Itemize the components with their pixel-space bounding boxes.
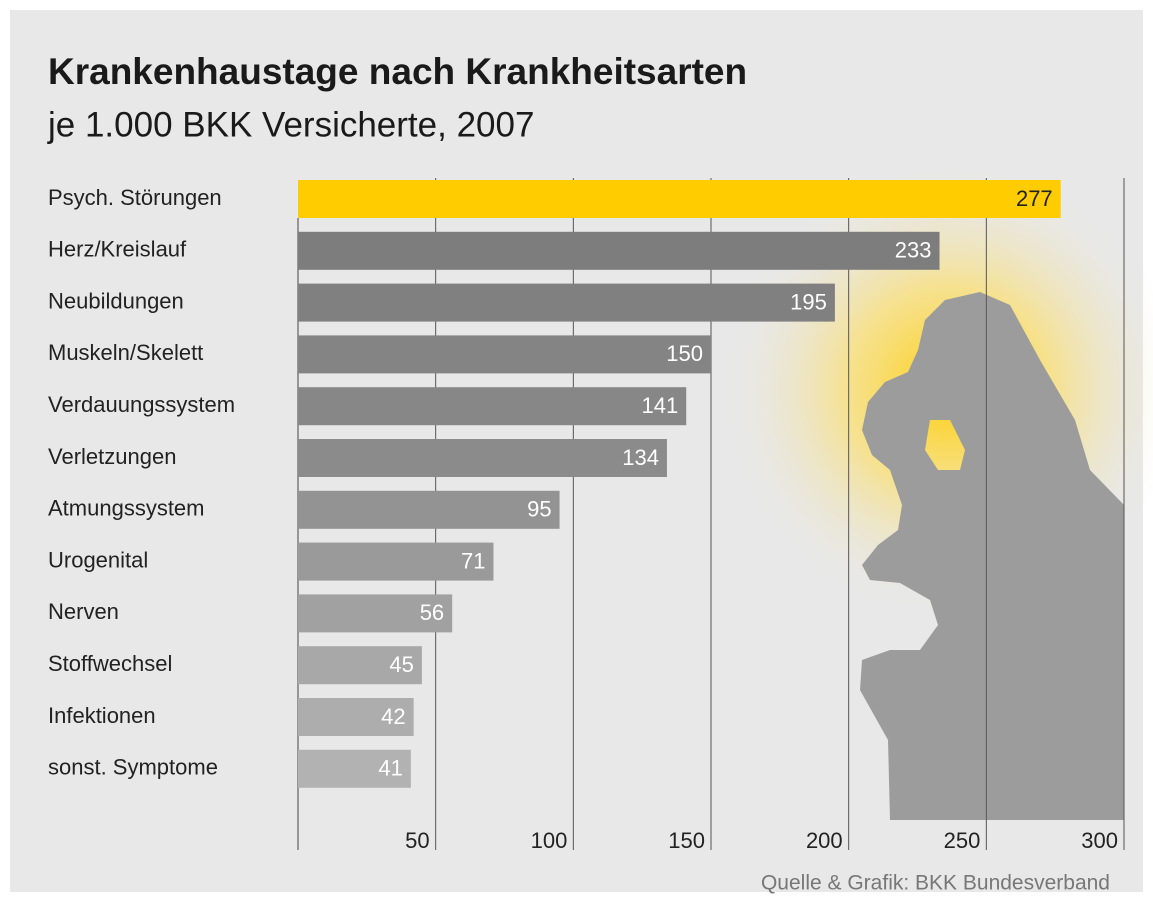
value-label: 277 — [1016, 186, 1053, 211]
value-label: 45 — [389, 652, 413, 677]
page: Krankenhaustage nach Krankheitsarten je … — [0, 0, 1153, 899]
y-tick-label: Nerven — [48, 599, 119, 624]
value-label: 150 — [666, 341, 703, 366]
y-tick-label: Neubildungen — [48, 288, 184, 313]
value-label: 141 — [642, 393, 679, 418]
x-tick-label: 150 — [668, 828, 705, 853]
chart: Krankenhaustage nach Krankheitsarten je … — [0, 0, 1153, 899]
x-tick-label: 200 — [806, 828, 843, 853]
bar — [298, 232, 940, 270]
value-label: 42 — [381, 704, 405, 729]
bar — [298, 439, 667, 477]
chart-title: Krankenhaustage nach Krankheitsarten — [48, 51, 747, 92]
y-tick-label: Verletzungen — [48, 444, 176, 469]
y-tick-label: Herz/Kreislauf — [48, 237, 187, 262]
y-tick-label: Urogenital — [48, 547, 148, 572]
bar — [298, 387, 686, 425]
value-label: 71 — [461, 548, 485, 573]
value-label: 195 — [790, 289, 827, 314]
y-tick-label: Verdauungssystem — [48, 392, 235, 417]
value-label: 95 — [527, 497, 551, 522]
bar — [298, 180, 1061, 218]
x-tick-label: 300 — [1081, 828, 1118, 853]
y-tick-label: Stoffwechsel — [48, 651, 172, 676]
y-tick-label: sonst. Symptome — [48, 755, 218, 780]
value-label: 134 — [622, 445, 659, 470]
x-tick-label: 50 — [405, 828, 429, 853]
y-tick-label: Infektionen — [48, 703, 156, 728]
bar — [298, 335, 711, 373]
value-label: 233 — [895, 238, 932, 263]
bar — [298, 284, 835, 322]
y-tick-label: Atmungssystem — [48, 496, 205, 521]
source: Quelle & Grafik: BKK Bundesverband — [761, 872, 1110, 895]
x-tick-label: 250 — [944, 828, 981, 853]
value-label: 56 — [420, 600, 444, 625]
y-tick-label: Muskeln/Skelett — [48, 340, 203, 365]
y-tick-label: Psych. Störungen — [48, 185, 222, 210]
chart-subtitle: je 1.000 BKK Versicherte, 2007 — [47, 105, 534, 144]
bar — [298, 491, 560, 529]
x-tick-label: 100 — [531, 828, 568, 853]
value-label: 41 — [378, 756, 402, 781]
